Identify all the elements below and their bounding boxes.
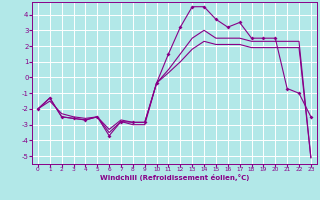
X-axis label: Windchill (Refroidissement éolien,°C): Windchill (Refroidissement éolien,°C): [100, 174, 249, 181]
